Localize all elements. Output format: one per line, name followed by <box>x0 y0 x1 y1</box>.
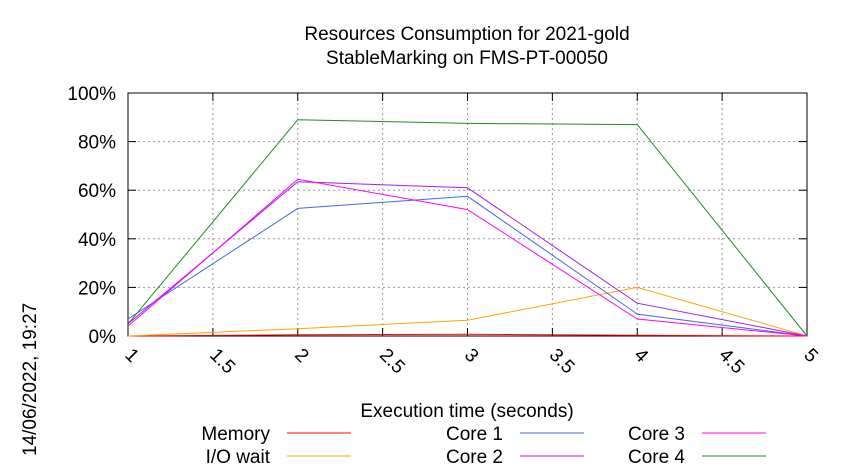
x-tick-label: 1.5 <box>205 345 239 379</box>
legend-label: Core 2 <box>446 447 503 468</box>
series-line-core-4 <box>127 119 808 337</box>
series-lines <box>127 119 808 337</box>
timestamp-label: 14/06/2022, 19:27 <box>20 303 41 456</box>
x-tick-label: 2.5 <box>375 345 409 379</box>
x-tick-label: 2 <box>290 345 312 367</box>
chart-subtitle: StableMarking on FMS-PT-00050 <box>326 48 608 69</box>
y-tick-label: 60% <box>78 181 116 202</box>
x-tick-label: 5 <box>799 345 821 367</box>
x-tick-label: 4 <box>630 345 653 368</box>
y-tick-label: 40% <box>78 230 116 251</box>
x-tick-label: 3 <box>460 345 482 367</box>
legend-label: Core 1 <box>446 424 503 445</box>
x-axis-label: Execution time (seconds) <box>360 401 573 422</box>
x-tick-label: 3.5 <box>545 345 579 379</box>
chart-title: Resources Consumption for 2021-gold <box>304 24 629 45</box>
legend-label: Core 3 <box>628 424 685 445</box>
series-line-core-1 <box>127 195 808 337</box>
x-tick-label: 1 <box>120 345 142 367</box>
series-line-i-o-wait <box>127 286 808 337</box>
legend-label: Core 4 <box>628 447 685 468</box>
x-tick-label: 4.5 <box>715 345 749 379</box>
grid <box>128 93 807 336</box>
series-line-core-3 <box>127 178 808 337</box>
y-tick-label: 0% <box>89 327 117 348</box>
y-tick-label: 80% <box>78 133 116 154</box>
y-tick-label: 20% <box>78 278 116 299</box>
legend-label: I/O wait <box>206 447 271 468</box>
y-tick-label: 100% <box>67 84 116 105</box>
series-line-core-2 <box>127 181 808 337</box>
series-line-memory <box>127 333 808 337</box>
legend-label: Memory <box>201 424 270 445</box>
